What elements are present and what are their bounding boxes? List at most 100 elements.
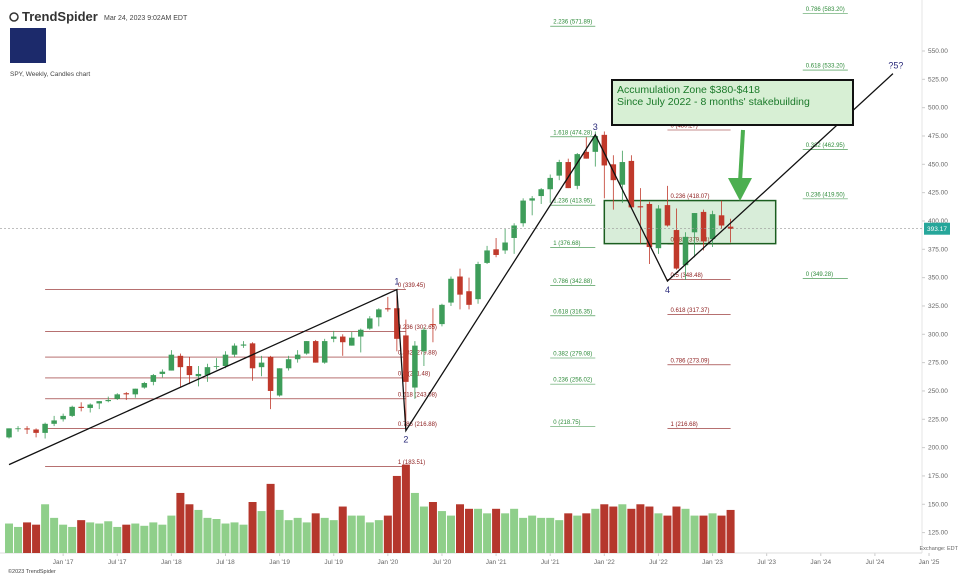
- candle-body: [159, 371, 166, 374]
- y-tick-label: 300.00: [928, 331, 948, 338]
- candle-body: [403, 335, 409, 382]
- volume-bar: [699, 515, 708, 553]
- candle-body: [312, 341, 319, 363]
- x-tick-label: Jul '20: [433, 559, 452, 566]
- last-price-box: [924, 222, 950, 235]
- wave-label: 3: [593, 122, 598, 132]
- brand: TrendSpider: [22, 9, 98, 24]
- x-tick-label: Jul '23: [757, 559, 776, 566]
- y-tick-label: 150.00: [928, 501, 948, 508]
- fib-label: 0.236 (419.50): [806, 192, 845, 198]
- volume-bar: [203, 517, 212, 553]
- candle-body: [727, 226, 734, 229]
- x-tick-label: Jul '21: [541, 559, 560, 566]
- fib-label: 0.786 (273.09): [670, 358, 709, 364]
- wave-label: 4: [665, 285, 670, 295]
- fib-label: 1 (216.68): [670, 422, 697, 428]
- candle-body: [547, 177, 553, 190]
- candle-body: [439, 304, 445, 325]
- volume-bar: [573, 515, 582, 553]
- candle-body: [96, 401, 102, 404]
- candle-body: [15, 428, 21, 430]
- volume-bar: [672, 506, 681, 553]
- fib-label: 0.382 (462.95): [806, 143, 845, 149]
- volume-bar: [329, 520, 338, 553]
- y-tick-label: 250.00: [928, 388, 948, 395]
- volume-bar: [690, 515, 699, 553]
- volume-bar: [681, 508, 690, 553]
- symbol-logo: [10, 28, 46, 63]
- volume-bar: [555, 520, 564, 553]
- candle-body: [466, 291, 472, 305]
- y-tick-label: 400.00: [928, 218, 948, 225]
- x-tick-label: Jul '24: [866, 559, 885, 566]
- wave-line: [8, 73, 894, 466]
- candle-body: [475, 264, 481, 300]
- x-tick-label: Jan '20: [377, 559, 398, 566]
- candle-body: [204, 367, 211, 376]
- volume-bar: [59, 524, 68, 553]
- volume-bar: [374, 520, 383, 553]
- volume-bar: [302, 522, 311, 553]
- candle-body: [249, 343, 256, 369]
- volume-bar: [564, 513, 573, 553]
- x-tick-label: Jan '21: [486, 559, 507, 566]
- volume-bar: [257, 511, 266, 553]
- candle-body: [583, 151, 590, 159]
- candle-body: [538, 189, 544, 197]
- candle-body: [186, 366, 193, 376]
- volume-bar: [708, 513, 717, 553]
- note-arrow-head: [728, 178, 752, 201]
- volume-bar: [122, 524, 131, 553]
- volume-bar: [410, 492, 419, 553]
- logo-mark: [9, 12, 19, 22]
- candle-body: [177, 355, 184, 368]
- candle-body: [60, 415, 66, 420]
- candle-body: [448, 278, 454, 303]
- candle-body: [42, 423, 48, 433]
- fib-label: 0.382 (379.58): [670, 238, 709, 244]
- candle-body: [285, 359, 292, 369]
- volume-bar: [474, 508, 483, 553]
- note-box: [611, 79, 854, 126]
- candle-body: [574, 154, 581, 186]
- candle-body: [222, 354, 229, 367]
- volume-bar: [23, 522, 32, 553]
- volume-bar: [419, 506, 428, 553]
- y-tick-label: 225.00: [928, 416, 948, 423]
- volume-bar: [32, 524, 41, 553]
- volume-bar: [428, 502, 437, 553]
- volume-bar: [158, 524, 167, 553]
- candle-body: [628, 160, 635, 208]
- candle-body: [502, 242, 508, 251]
- fib-label: 2.236 (571.89): [553, 20, 592, 26]
- candle-body: [556, 162, 562, 176]
- volume-bar: [465, 508, 474, 553]
- volume-bar: [582, 513, 591, 553]
- candle-body: [637, 206, 644, 208]
- candle-body: [376, 309, 382, 318]
- volume-bar: [663, 515, 672, 553]
- x-tick-label: Jan '23: [702, 559, 723, 566]
- candle-body: [691, 213, 698, 233]
- candle-body: [339, 336, 346, 343]
- candle-body: [321, 341, 328, 363]
- candle-body: [493, 249, 499, 255]
- candle-body: [168, 354, 175, 371]
- volume-bar: [392, 475, 401, 553]
- volume-bar: [95, 523, 104, 553]
- volume-bar: [717, 515, 726, 553]
- y-tick-label: 275.00: [928, 360, 948, 367]
- fib-label: 0.618 (316.35): [553, 309, 592, 315]
- volume-bar: [365, 522, 374, 553]
- candle-body: [294, 354, 301, 360]
- x-tick-label: Jul '18: [216, 559, 235, 566]
- volume-bar: [492, 508, 501, 553]
- candle-body: [511, 225, 517, 238]
- candle-body: [150, 375, 157, 382]
- candle-body: [412, 345, 418, 388]
- volume-bar: [510, 508, 519, 553]
- volume-bar: [546, 517, 555, 553]
- note-text: Since July 2022 - 8 months' stakebuildin…: [617, 96, 810, 108]
- fib-label: 1.618 (474.28): [553, 130, 592, 136]
